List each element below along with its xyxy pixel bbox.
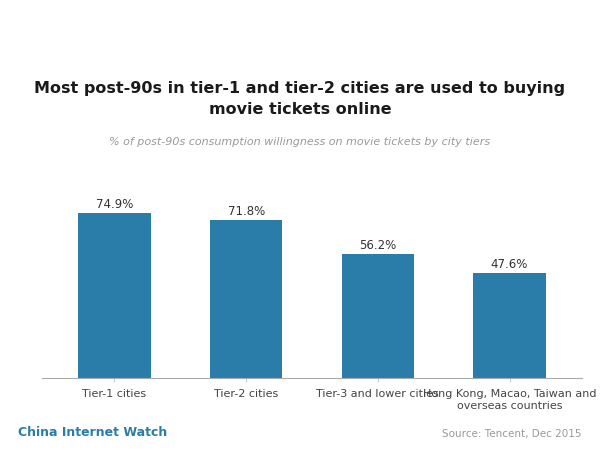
Bar — [210, 220, 283, 378]
Text: Source: Tencent, Dec 2015: Source: Tencent, Dec 2015 — [443, 429, 582, 439]
Text: 71.8%: 71.8% — [227, 205, 265, 218]
Bar — [78, 213, 151, 378]
Text: Most post-90s in tier-1 and tier-2 cities are used to buying
movie tickets onlin: Most post-90s in tier-1 and tier-2 citie… — [34, 81, 566, 117]
Text: China Internet Watch: China Internet Watch — [18, 426, 167, 439]
Text: CIW: CIW — [284, 9, 316, 23]
Text: 47.6%: 47.6% — [491, 258, 528, 271]
Text: 74.9%: 74.9% — [96, 198, 133, 211]
Bar — [341, 254, 414, 378]
Text: 56.2%: 56.2% — [359, 239, 397, 252]
Text: % of post-90s consumption willingness on movie tickets by city tiers: % of post-90s consumption willingness on… — [109, 137, 491, 147]
Bar — [473, 273, 546, 378]
